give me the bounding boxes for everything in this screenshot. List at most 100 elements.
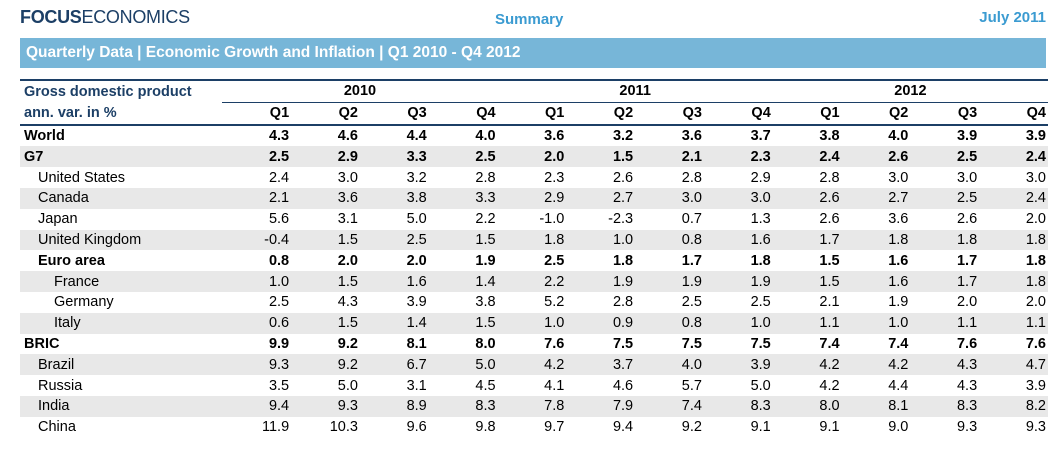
row-label: China xyxy=(38,419,76,436)
value-cell: 8.0 xyxy=(475,335,496,352)
value-cell: 3.6 xyxy=(544,127,565,144)
table-row: BRIC 9.9 9.2 8.1 8.0 7.6 7.5 7.5 7.5 7.4 7.4 7.6 7.6 xyxy=(20,334,1048,355)
value-cell: 4.3 xyxy=(910,354,980,376)
value-cell: 3.9 xyxy=(1025,127,1046,144)
value-cell: 2.9 xyxy=(291,146,360,168)
table-row: Germany 2.5 4.3 3.9 3.8 5.2 2.8 2.5 2.5 2.1 1.9 2.0… xyxy=(20,292,1048,313)
report-date: July 2011 xyxy=(979,9,1046,26)
value-cell: 9.4 xyxy=(222,395,292,417)
value-cell: 2.5 xyxy=(910,187,980,209)
value-cell: 1.3 xyxy=(750,211,771,228)
row-label: Russia xyxy=(38,377,83,394)
value-cell: 2.9 xyxy=(750,169,771,186)
value-cell: 4.6 xyxy=(337,127,358,144)
table-row: Canada 2.1 3.6 3.8 3.3 2.9 2.7 3.0 3.0 2.6 2.7 2.5 2… xyxy=(20,187,1048,209)
value-cell: 3.9 xyxy=(703,354,773,376)
value-cell: 8.3 xyxy=(910,395,980,417)
value-cell: 4.3 xyxy=(956,377,978,394)
table-title-line2: ann. var. in % xyxy=(20,102,223,126)
value-cell: 4.2 xyxy=(497,354,567,376)
value-cell: 9.1 xyxy=(750,419,771,436)
value-cell: 1.1 xyxy=(772,312,842,334)
value-cell: 3.1 xyxy=(406,377,427,394)
value-cell: 1.5 xyxy=(291,271,360,292)
value-cell: 3.3 xyxy=(428,187,498,209)
value-cell: 8.2 xyxy=(979,395,1048,417)
value-cell: 1.0 xyxy=(497,312,567,334)
value-cell: 4.1 xyxy=(544,377,565,394)
value-cell: 3.0 xyxy=(703,187,773,209)
row-label: G7 xyxy=(20,146,223,168)
value-cell: 0.6 xyxy=(222,312,292,334)
value-cell: 1.8 xyxy=(750,252,771,269)
value-cell: 3.6 xyxy=(681,127,702,144)
value-cell: 9.2 xyxy=(681,419,702,436)
quarter-header: Q3 xyxy=(359,102,429,126)
value-cell: 10.3 xyxy=(329,419,358,436)
table-row: Russia 3.5 5.0 3.1 4.5 4.1 4.6 5.7 5.0 4.2 4.4 4.3 3… xyxy=(20,375,1048,396)
value-cell: 7.6 xyxy=(956,335,978,352)
row-label: BRIC xyxy=(24,335,60,352)
value-cell: 1.5 xyxy=(428,312,498,334)
value-cell: 5.0 xyxy=(428,354,498,376)
value-cell: 4.2 xyxy=(772,354,842,376)
value-cell: 2.3 xyxy=(703,146,773,168)
value-cell: 2.8 xyxy=(819,169,840,186)
value-cell: 2.5 xyxy=(681,294,702,311)
value-cell: 8.3 xyxy=(703,395,773,417)
value-cell: 8.3 xyxy=(428,395,498,417)
table-row: China 11.9 10.3 9.6 9.8 9.7 9.4 9.2 9.1 9.1 9.0 9.3… xyxy=(20,417,1048,438)
value-cell: 1.7 xyxy=(956,252,978,269)
value-cell: 1.5 xyxy=(291,312,360,334)
value-cell: 2.0 xyxy=(406,252,427,269)
value-cell: 1.8 xyxy=(979,271,1048,292)
value-cell: 2.6 xyxy=(841,146,911,168)
quarter-header: Q4 xyxy=(428,102,498,126)
quarter-header: Q3 xyxy=(910,102,980,126)
quarter-header: Q1 xyxy=(497,102,567,126)
value-cell: 1.7 xyxy=(772,229,842,251)
value-cell: 2.3 xyxy=(544,169,565,186)
value-cell: 7.4 xyxy=(888,335,909,352)
value-cell: 7.6 xyxy=(1025,335,1046,352)
quarter-header: Q1 xyxy=(222,102,292,126)
value-cell: 8.1 xyxy=(406,335,427,352)
value-cell: 1.8 xyxy=(1025,252,1046,269)
value-cell: 3.8 xyxy=(475,294,496,311)
row-label: Japan xyxy=(38,211,78,228)
value-cell: 2.8 xyxy=(612,294,634,311)
value-cell: 2.5 xyxy=(910,146,980,168)
quarter-header: Q4 xyxy=(979,102,1048,126)
value-cell: 2.9 xyxy=(497,187,567,209)
value-cell: 4.2 xyxy=(841,354,911,376)
value-cell: 9.3 xyxy=(222,354,292,376)
value-cell: 1.6 xyxy=(703,229,773,251)
value-cell: 0.8 xyxy=(268,252,290,269)
table-title-line1: Gross domestic product xyxy=(20,78,223,103)
table-row: G7 2.5 2.9 3.3 2.5 2.0 1.5 2.1 2.3 2.4 2.6 2.5 2.4 xyxy=(20,146,1048,168)
value-cell: 2.7 xyxy=(566,187,636,209)
focus-economics-logo: FOCUSECONOMICS xyxy=(20,7,190,28)
value-cell: 2.6 xyxy=(772,187,842,209)
value-cell: 0.8 xyxy=(635,229,704,251)
logo-bold-text: FOCUS xyxy=(20,7,82,27)
quarter-header: Q2 xyxy=(841,102,911,126)
value-cell: 3.8 xyxy=(819,127,840,144)
table-row: Japan 5.6 3.1 5.0 2.2 -1.0 -2.3 0.7 1.3 2.6 3.6 2.6… xyxy=(20,209,1048,230)
value-cell: 1.5 xyxy=(819,252,840,269)
row-label: India xyxy=(20,395,223,417)
value-cell: 1.8 xyxy=(910,229,980,251)
quarter-header: Q2 xyxy=(291,102,360,126)
report-header: FOCUSECONOMICS Summary July 2011 xyxy=(0,0,1061,34)
row-label: France xyxy=(20,271,223,292)
value-cell: 2.5 xyxy=(428,146,498,168)
value-cell: 5.7 xyxy=(681,377,702,394)
value-cell: 5.0 xyxy=(337,377,358,394)
value-cell: 0.8 xyxy=(635,312,704,334)
value-cell: 1.6 xyxy=(888,252,909,269)
value-cell: 9.2 xyxy=(291,354,360,376)
value-cell: 2.5 xyxy=(222,146,292,168)
value-cell: 2.5 xyxy=(544,252,565,269)
value-cell: 7.5 xyxy=(750,335,771,352)
value-cell: 1.5 xyxy=(291,229,360,251)
